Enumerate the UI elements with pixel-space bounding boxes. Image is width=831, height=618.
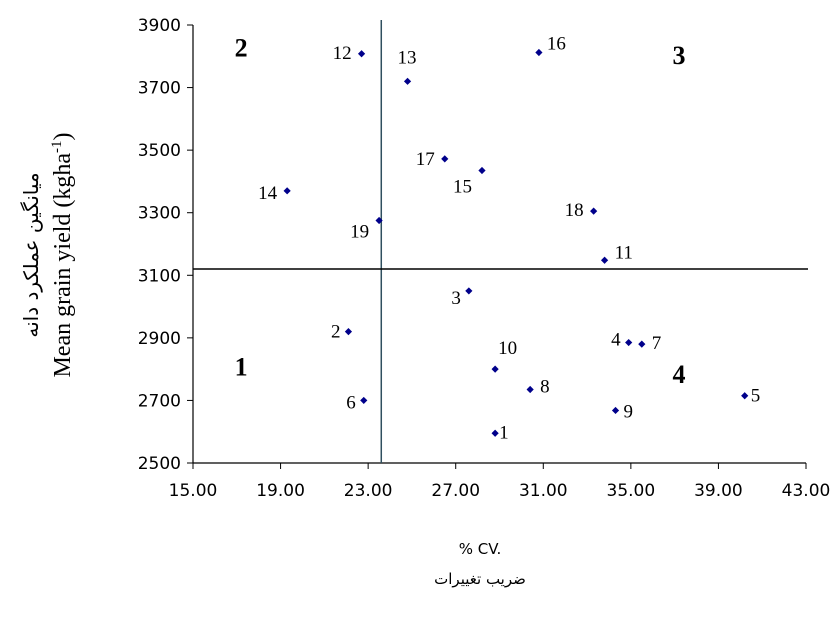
x-tick-label: 43.00 bbox=[782, 481, 831, 501]
y-tick-label: 2500 bbox=[138, 454, 181, 474]
data-point-marker bbox=[465, 287, 473, 295]
point-label: 9 bbox=[624, 401, 634, 422]
reference-lines bbox=[193, 20, 808, 463]
point-label: 13 bbox=[398, 47, 417, 68]
point-label: 1 bbox=[499, 422, 509, 443]
data-point-marker bbox=[491, 365, 499, 373]
y-axis-label-english: Mean grain yield (kgha-1) bbox=[49, 132, 76, 377]
data-point-marker bbox=[491, 429, 499, 437]
data-point-marker bbox=[741, 392, 749, 400]
point-label: 19 bbox=[350, 222, 369, 243]
y-tick-labels: 2500 2700 2900 3100 3300 3500 3700 3900 bbox=[138, 16, 181, 474]
point-label: 10 bbox=[498, 338, 517, 359]
point-label: 16 bbox=[547, 34, 566, 55]
point-label: 14 bbox=[258, 183, 278, 204]
data-point-marker bbox=[375, 216, 383, 225]
x-tick-label: 27.00 bbox=[431, 481, 480, 501]
y-tick-label: 3700 bbox=[138, 79, 181, 99]
quadrant-label: 2 bbox=[235, 33, 248, 62]
data-point-marker bbox=[441, 155, 449, 163]
point-label: 3 bbox=[451, 288, 461, 309]
point-label: 2 bbox=[331, 322, 341, 343]
data-point-marker bbox=[535, 48, 543, 57]
y-axis-label-persian: میانگین عملکرد دانه bbox=[19, 172, 43, 337]
data-point-marker bbox=[478, 166, 486, 175]
quadrant-label: 1 bbox=[235, 352, 248, 381]
point-label: 11 bbox=[615, 242, 633, 263]
x-tick-label: 35.00 bbox=[607, 481, 656, 501]
x-tick-label: 31.00 bbox=[519, 481, 568, 501]
point-label: 7 bbox=[652, 333, 662, 354]
y-tick-label: 3100 bbox=[138, 266, 181, 286]
y-tick-label: 3300 bbox=[138, 204, 181, 224]
y-tick-label: 2700 bbox=[138, 391, 181, 411]
point-label: 5 bbox=[751, 386, 761, 407]
data-point-marker bbox=[357, 50, 366, 58]
data-point-marker bbox=[344, 328, 353, 336]
y-tick-label: 3900 bbox=[138, 16, 181, 36]
data-point-marker bbox=[611, 406, 620, 415]
point-label: 4 bbox=[611, 330, 621, 351]
y-tick-label: 2900 bbox=[138, 329, 181, 349]
data-point-marker bbox=[625, 338, 633, 347]
data-point-marker bbox=[283, 187, 291, 195]
data-point-marker bbox=[638, 340, 646, 348]
data-point-marker bbox=[360, 396, 368, 405]
data-points bbox=[283, 48, 749, 437]
quadrant-label: 3 bbox=[673, 41, 686, 70]
x-tick-label: 15.00 bbox=[169, 481, 218, 501]
data-point-marker bbox=[600, 256, 609, 264]
point-label: 15 bbox=[453, 176, 472, 197]
point-label: 6 bbox=[346, 392, 356, 413]
point-label: 12 bbox=[333, 43, 352, 64]
point-label: 8 bbox=[540, 376, 550, 397]
x-tick-label: 39.00 bbox=[694, 481, 743, 501]
x-axis-label-persian: ضریب تغییرات bbox=[434, 570, 526, 588]
data-point-marker bbox=[590, 207, 598, 215]
x-tick-labels: 15.00 19.00 23.00 27.00 31.00 35.00 39.00 43.00 bbox=[169, 481, 831, 501]
data-point-marker bbox=[403, 77, 412, 85]
x-tick-label: 19.00 bbox=[256, 481, 305, 501]
point-label: 17 bbox=[416, 149, 435, 170]
x-axis-label-english: % CV. bbox=[459, 540, 502, 558]
point-label: 18 bbox=[565, 200, 584, 221]
axes bbox=[187, 24, 807, 469]
quadrant-label: 4 bbox=[673, 360, 686, 389]
data-point-marker bbox=[526, 385, 534, 394]
quadrant-labels: 12 34 bbox=[235, 33, 686, 389]
y-tick-label: 3500 bbox=[138, 141, 181, 161]
x-tick-label: 23.00 bbox=[344, 481, 393, 501]
